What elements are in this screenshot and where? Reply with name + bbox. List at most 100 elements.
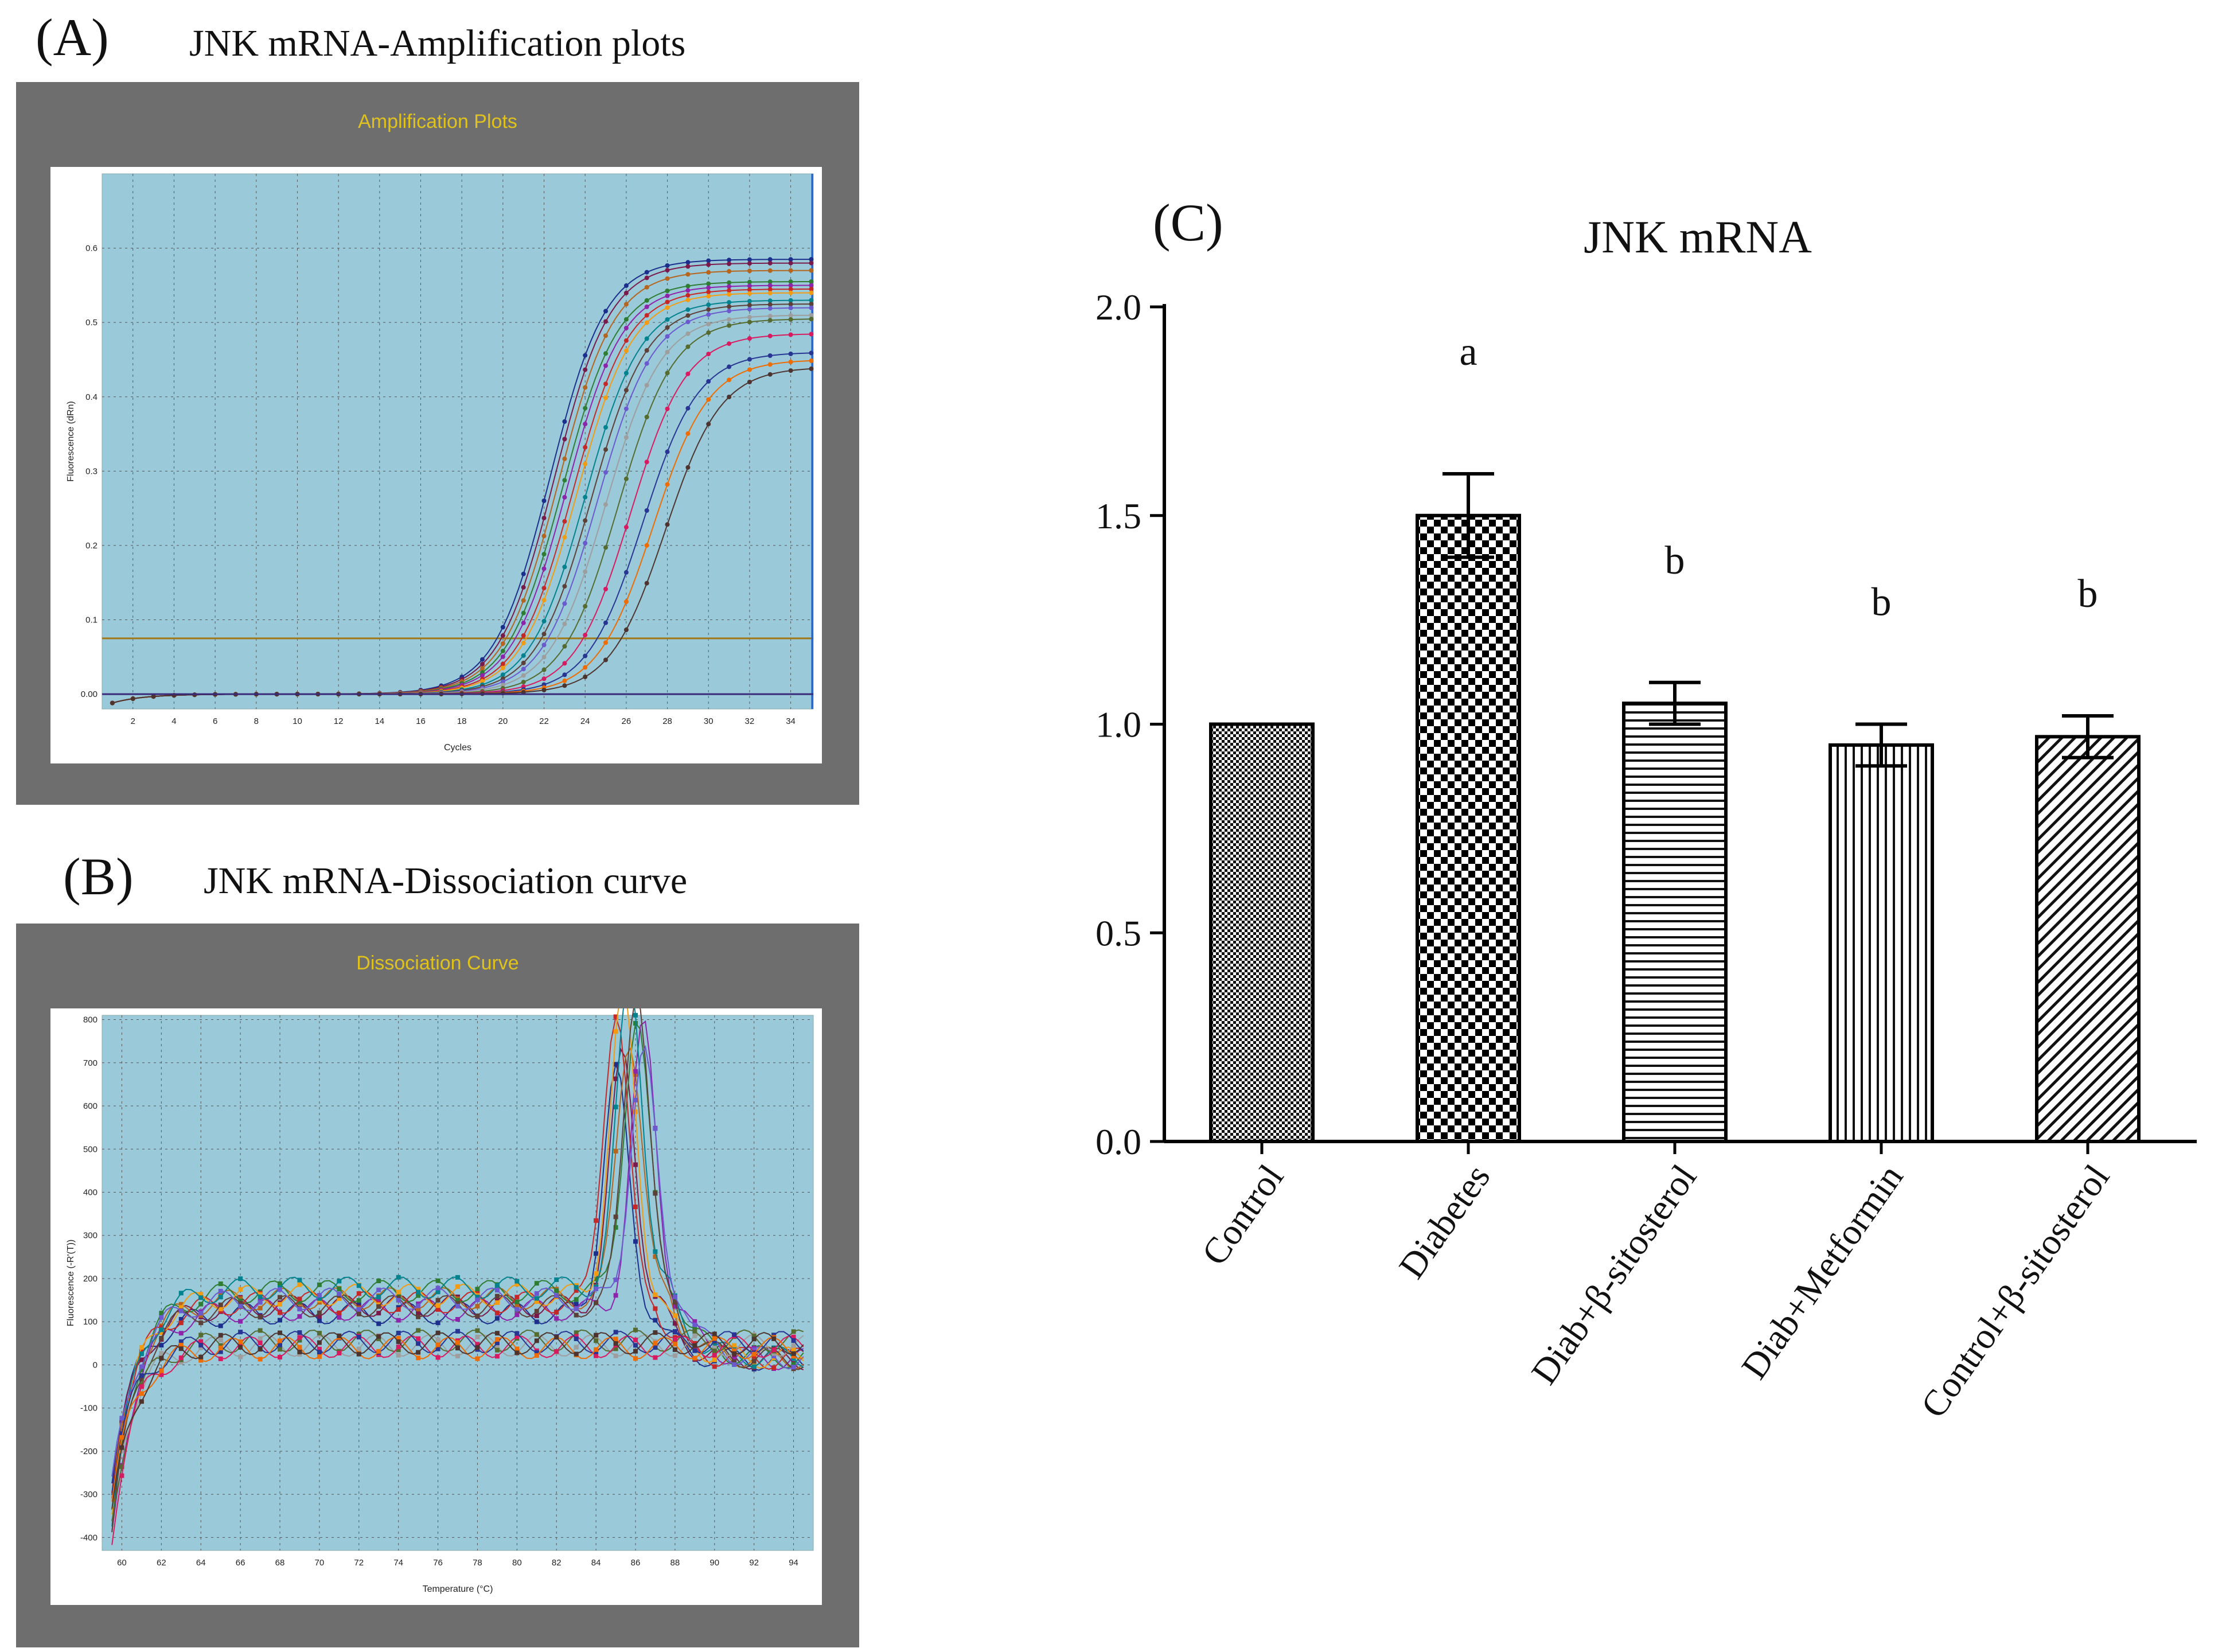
y-tick-label: 1.0 xyxy=(1095,704,1141,745)
diss-curve-marker xyxy=(435,1320,440,1326)
diss-curve-marker xyxy=(356,1346,361,1351)
amp-curve-marker xyxy=(110,700,115,706)
diss-curve-marker xyxy=(356,1291,361,1296)
diss-curve-marker xyxy=(672,1329,677,1334)
diss-curve-marker xyxy=(278,1342,282,1347)
diss-curve-marker xyxy=(278,1281,282,1286)
diss-curve-marker xyxy=(494,1347,500,1353)
diss-curve-marker xyxy=(238,1296,243,1301)
diss-x-tick-label: 66 xyxy=(236,1558,245,1568)
amp-y-tick-label: 0.00 xyxy=(81,689,98,699)
diss-curve-marker xyxy=(396,1318,401,1323)
amp-curve-marker xyxy=(665,289,670,293)
diss-curve-marker xyxy=(494,1300,500,1305)
amp-curve-marker xyxy=(603,351,608,356)
diss-curve-marker xyxy=(376,1311,381,1316)
amp-curve-marker xyxy=(583,422,588,427)
amp-curve-marker xyxy=(685,264,691,269)
amp-curve-marker xyxy=(562,601,567,606)
diss-curve-marker xyxy=(514,1302,520,1307)
diss-x-tick-label: 68 xyxy=(275,1558,285,1568)
amp-curve-marker xyxy=(788,360,793,364)
diss-curve-marker xyxy=(534,1281,539,1286)
diss-curve-marker xyxy=(297,1296,302,1302)
diss-curve-marker xyxy=(613,1014,618,1019)
diss-curve-marker xyxy=(435,1307,440,1312)
amp-curve-marker xyxy=(706,285,711,290)
significance-label: b xyxy=(1665,539,1685,583)
amp-curve-marker xyxy=(500,648,505,653)
amp-curve-marker xyxy=(809,290,814,295)
diss-curve-marker xyxy=(416,1303,421,1308)
diss-curve-marker xyxy=(613,1293,618,1298)
diss-curve-marker xyxy=(574,1285,579,1290)
diss-curve-marker xyxy=(751,1347,757,1353)
amp-curve-marker xyxy=(541,632,547,637)
diss-curve-marker xyxy=(455,1346,460,1351)
diss-y-axis-label: Fluorescence (-R'(T)) xyxy=(66,1240,76,1327)
diss-curve-marker xyxy=(396,1330,401,1335)
amp-curve-marker xyxy=(727,364,732,369)
diss-curve-marker xyxy=(435,1285,440,1291)
diss-curve-marker xyxy=(732,1362,737,1367)
bar-diab-sitosterol xyxy=(1622,702,1728,1143)
diss-curve-marker xyxy=(396,1339,401,1344)
diss-y-tick-label: 800 xyxy=(83,1015,98,1025)
diss-curve-marker xyxy=(317,1346,322,1351)
diss-curve-marker xyxy=(653,1126,658,1131)
amp-y-tick-label: 0.4 xyxy=(85,392,98,402)
diss-curve-marker xyxy=(494,1316,500,1321)
amp-curve-marker xyxy=(623,628,629,632)
significance-label: b xyxy=(2078,572,2098,616)
diss-curve-marker xyxy=(159,1330,164,1335)
amp-curve-marker xyxy=(644,361,649,366)
amp-x-tick-label: 8 xyxy=(254,716,259,726)
diss-curve-marker xyxy=(139,1384,144,1389)
diss-curve-marker xyxy=(475,1345,480,1350)
diss-curve-marker xyxy=(159,1336,164,1341)
diss-curve-marker xyxy=(159,1351,164,1356)
amp-curve-marker xyxy=(562,535,567,540)
diss-curve-marker xyxy=(791,1334,796,1339)
diss-curve-marker xyxy=(653,1355,658,1360)
amp-curve-marker xyxy=(562,494,567,500)
diss-curve-marker xyxy=(514,1312,520,1318)
diss-curve-marker xyxy=(278,1310,282,1315)
amp-curve-marker xyxy=(623,406,629,411)
amp-curve-marker xyxy=(788,287,793,292)
diss-curve-marker xyxy=(494,1288,500,1293)
diss-curve-marker xyxy=(514,1307,520,1312)
diss-curve-marker xyxy=(494,1354,500,1359)
diss-curve-marker xyxy=(514,1334,520,1339)
diss-curve-marker xyxy=(119,1445,124,1450)
y-tick-label: 2.0 xyxy=(1095,287,1141,328)
amp-x-tick-label: 22 xyxy=(539,716,549,726)
diss-y-tick-label: -400 xyxy=(80,1533,98,1542)
amp-curve-marker xyxy=(706,302,711,307)
amp-curve-marker xyxy=(583,367,588,372)
diss-curve-marker xyxy=(514,1299,520,1304)
diss-curve-marker xyxy=(633,1327,638,1332)
amp-curve-marker xyxy=(665,406,670,411)
amp-curve-marker xyxy=(809,358,814,363)
diss-curve-marker xyxy=(119,1448,124,1454)
amp-curve-marker xyxy=(747,299,752,304)
amp-curve-marker xyxy=(747,279,752,285)
diss-curve-marker xyxy=(574,1351,579,1357)
diss-curve-marker xyxy=(613,1337,618,1342)
bar-diab-metformin xyxy=(1829,743,1934,1143)
diss-curve-marker xyxy=(119,1435,124,1440)
amp-curve-marker xyxy=(583,633,588,638)
diss-curve-marker xyxy=(574,1297,579,1302)
diss-curve-marker xyxy=(178,1302,184,1307)
diss-x-tick-label: 64 xyxy=(196,1558,206,1568)
diss-curve-marker xyxy=(751,1359,757,1364)
amp-curve-marker xyxy=(644,543,649,548)
diss-curve-marker xyxy=(771,1347,777,1353)
amp-curve-marker xyxy=(788,279,793,285)
amp-curve-marker xyxy=(562,564,567,570)
diss-curve-marker xyxy=(653,1254,658,1259)
diss-y-tick-label: -200 xyxy=(80,1447,98,1456)
amp-curve-marker xyxy=(788,298,793,303)
diss-curve-marker xyxy=(435,1330,440,1335)
